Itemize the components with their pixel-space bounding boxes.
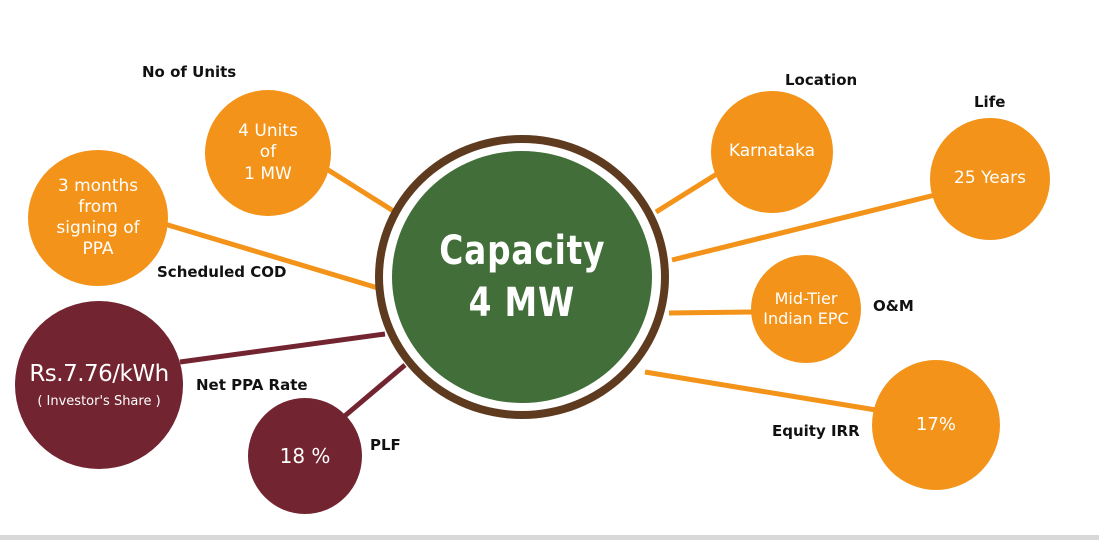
ppa-rate-sub: ( Investor's Share ) (37, 394, 161, 410)
link-irr (644, 369, 877, 413)
link-units (323, 165, 397, 215)
node-location: Karnataka (711, 91, 833, 213)
label-net-ppa-rate: Net PPA Rate (196, 376, 308, 394)
node-cod: 3 months from signing of PPA (28, 150, 168, 286)
node-irr: 17% (872, 360, 1000, 490)
link-om (668, 309, 753, 316)
om-line-1: Mid-Tier (774, 289, 838, 308)
label-location: Location (785, 71, 858, 89)
center-node-capacity: Capacity 4 MW (392, 151, 652, 403)
node-om: Mid-Tier Indian EPC (751, 255, 861, 363)
node-plf: 18 % (248, 398, 362, 514)
cod-line-3: signing of (56, 218, 140, 238)
label-scheduled-cod: Scheduled COD (157, 263, 287, 281)
node-ppa-rate: Rs.7.76/kWh ( Investor's Share ) (15, 301, 183, 469)
link-ppa-rate (179, 331, 386, 365)
center-value: 4 MW (468, 280, 576, 326)
om-line-2: Indian EPC (763, 309, 849, 328)
ppa-rate-value: Rs.7.76/kWh (29, 360, 169, 387)
life-value: 25 Years (954, 168, 1026, 189)
cod-line-2: from (78, 196, 118, 217)
link-cod (157, 219, 379, 291)
irr-value: 17% (915, 413, 956, 435)
bottom-strip (0, 535, 1099, 540)
cod-line-4: PPA (82, 239, 114, 260)
plf-value: 18 % (279, 443, 331, 468)
label-plf: PLF (370, 436, 401, 454)
units-line-3: 1 MW (244, 163, 292, 184)
units-line-1: 4 Units (238, 121, 298, 142)
label-om: O&M (873, 297, 914, 315)
location-value: Karnataka (728, 141, 816, 162)
link-life (671, 192, 936, 263)
cod-line-1: 3 months (57, 175, 139, 196)
link-plf (338, 363, 407, 422)
center-title: Capacity (438, 228, 606, 274)
label-no-of-units: No of Units (142, 63, 237, 81)
units-line-2: of (259, 142, 277, 163)
node-units: 4 Units of 1 MW (205, 90, 331, 216)
node-life: 25 Years (930, 118, 1050, 240)
label-life: Life (974, 93, 1006, 111)
label-equity-irr: Equity IRR (772, 422, 860, 440)
link-location (654, 169, 722, 215)
